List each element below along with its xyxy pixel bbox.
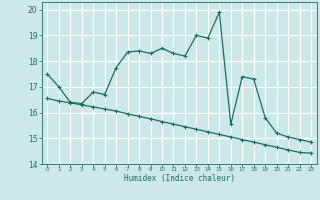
X-axis label: Humidex (Indice chaleur): Humidex (Indice chaleur) <box>124 174 235 183</box>
